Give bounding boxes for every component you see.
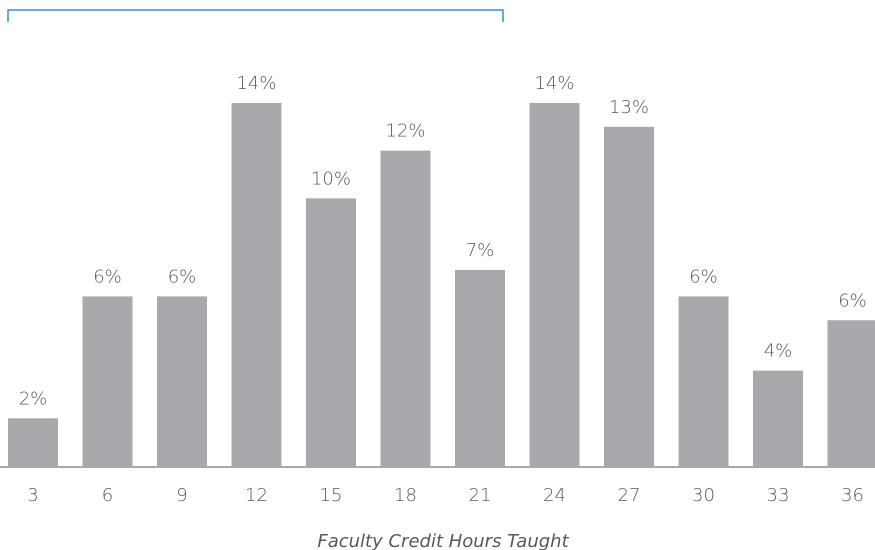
bar [827,320,875,466]
x-tick-label: 3 [27,485,38,506]
bar [380,150,431,466]
x-tick-label: 30 [692,485,715,506]
value-label: 13% [609,97,649,118]
bar [529,102,580,466]
x-tick-label: 24 [543,485,566,506]
bar [678,296,729,466]
value-label: 14% [236,73,276,94]
value-label: 2% [19,388,48,409]
x-axis-label: Faculty Credit Hours Taught [317,531,569,550]
bar [82,296,133,466]
value-label: 12% [385,121,425,142]
value-label: 14% [534,73,574,94]
value-label: 6% [168,266,197,287]
value-label: 7% [466,240,495,261]
bar [455,269,505,466]
x-tick-label: 6 [102,485,113,506]
value-label: 6% [838,290,867,311]
bar [8,418,58,466]
bar [753,370,803,466]
value-label: 4% [764,341,793,362]
x-tick-label: 27 [618,485,641,506]
bar [306,198,356,466]
bar [231,102,282,466]
value-label: 6% [689,266,718,287]
x-tick-label: 9 [176,485,187,506]
x-tick-label: 15 [320,485,343,506]
bracket [7,9,504,22]
value-label: 10% [311,168,351,189]
x-tick-label: 33 [767,485,790,506]
x-tick-label: 12 [245,485,268,506]
x-tick-label: 18 [394,485,417,506]
value-label: 6% [93,266,122,287]
bar [604,126,654,467]
bar [157,296,207,466]
x-tick-label: 21 [469,485,492,506]
x-tick-label: 36 [841,485,864,506]
